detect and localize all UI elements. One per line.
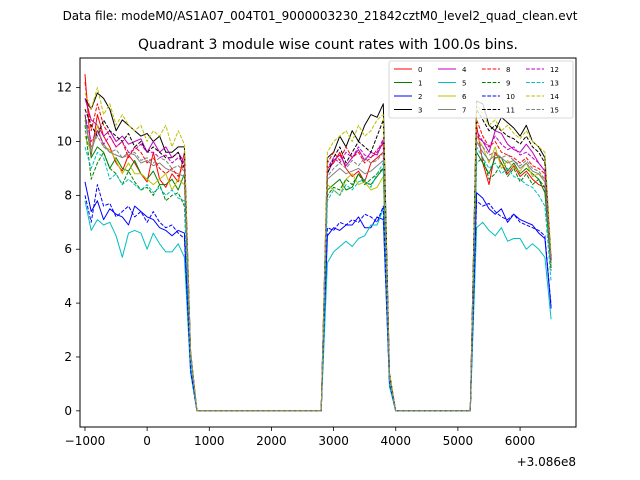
y-tick-label: 8 [64, 188, 72, 202]
legend-box [388, 60, 574, 119]
legend-label-13: 13 [550, 80, 559, 88]
x-tick-label: 1000 [194, 434, 225, 448]
x-axis: −1000 0 1000 2000 3000 4000 5000 6000 [65, 427, 536, 448]
chart-suptitle: Data file: modeM0/AS1A07_004T01_90000032… [63, 9, 578, 23]
legend-label-2: 2 [418, 93, 422, 101]
legend-label-8: 8 [506, 66, 510, 74]
chart-title: Quadrant 3 module wise count rates with … [138, 37, 518, 53]
legend-label-0: 0 [418, 66, 422, 74]
y-tick-label: 12 [57, 81, 72, 95]
legend-label-11: 11 [506, 107, 515, 115]
axes-frame [79, 57, 577, 428]
legend-label-15: 15 [550, 107, 559, 115]
x-tick-label: −1000 [65, 434, 106, 448]
legend-label-5: 5 [462, 80, 466, 88]
legend-label-14: 14 [550, 93, 559, 101]
x-tick-label: 6000 [505, 434, 536, 448]
y-tick-label: 4 [64, 296, 72, 310]
x-tick-label: 2000 [256, 434, 287, 448]
series-line-12 [84, 114, 552, 412]
y-axis: 0 2 4 6 8 10 12 [57, 81, 80, 418]
legend-label-7: 7 [462, 107, 466, 115]
x-tick-label: 5000 [443, 434, 474, 448]
x-tick-label: 0 [143, 434, 151, 448]
legend-label-4: 4 [462, 66, 467, 74]
y-tick-label: 6 [64, 242, 72, 256]
plot-area: −1000 0 1000 2000 3000 4000 5000 6000 024681012… [57, 57, 577, 469]
x-tick-label: 3000 [318, 434, 349, 448]
legend-label-1: 1 [418, 80, 422, 88]
y-tick-label: 0 [64, 404, 72, 418]
legend-label-3: 3 [418, 107, 422, 115]
legend-label-10: 10 [506, 93, 515, 101]
x-offset-label: +3.086e8 [517, 455, 576, 469]
y-tick-label: 2 [64, 350, 72, 364]
legend-label-6: 6 [462, 93, 467, 101]
series-line-15 [84, 130, 552, 412]
series-layer [84, 74, 552, 412]
x-tick-label: 4000 [380, 434, 411, 448]
y-tick-label: 10 [57, 134, 72, 148]
legend-label-12: 12 [550, 66, 559, 74]
legend-label-9: 9 [506, 80, 510, 88]
